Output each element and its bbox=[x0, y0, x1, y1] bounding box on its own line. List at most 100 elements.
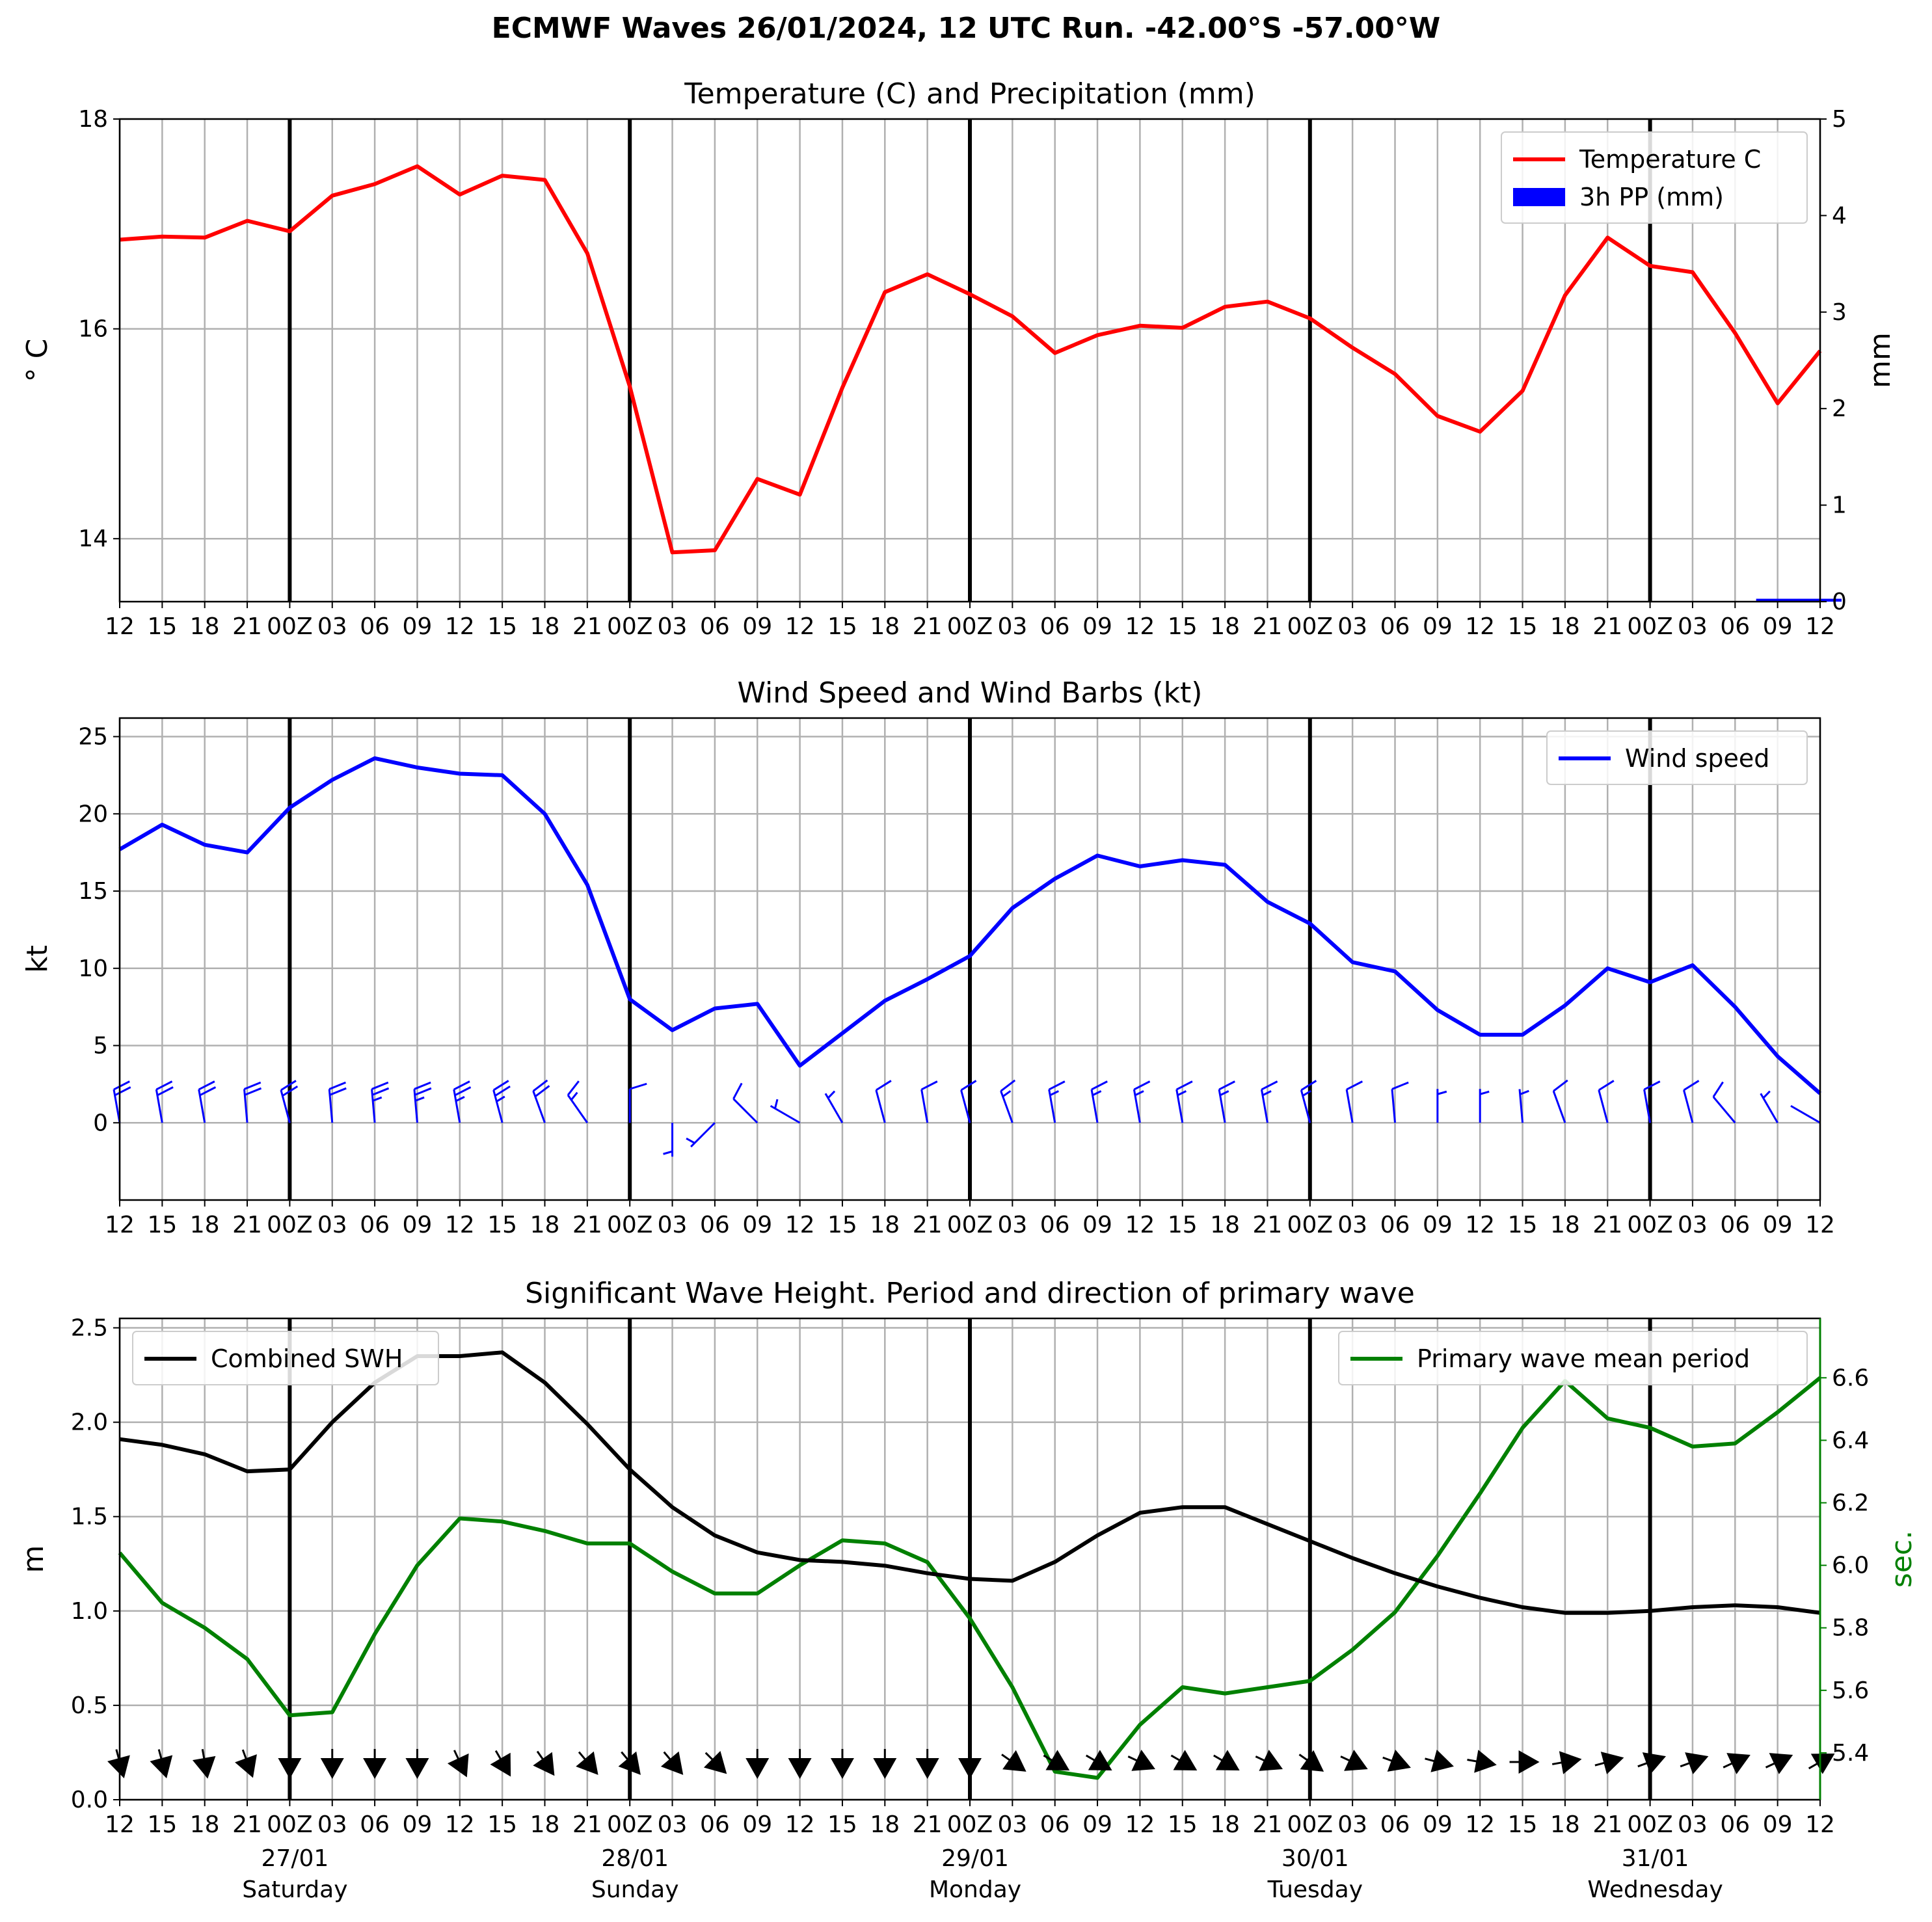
wave-arrow-head bbox=[1685, 1752, 1709, 1774]
x-tick-label: 03 bbox=[1337, 613, 1367, 640]
x-tick-label: 03 bbox=[1678, 1811, 1708, 1838]
y-right-tick-label: 5.4 bbox=[1832, 1740, 1869, 1767]
wave-arrow-head bbox=[490, 1752, 511, 1777]
x-tick-label: 18 bbox=[1550, 1212, 1580, 1238]
wind-barb bbox=[1479, 1089, 1490, 1123]
wind-barb-flag bbox=[920, 1080, 938, 1091]
wave-direction-arrow bbox=[873, 1748, 897, 1779]
x-tick-label: 18 bbox=[530, 1811, 560, 1838]
y-right-axis-label: mm bbox=[1864, 332, 1897, 388]
day-name-label: Wednesday bbox=[1587, 1876, 1723, 1903]
wind-barb bbox=[732, 1082, 758, 1124]
wave-arrow-head bbox=[745, 1757, 770, 1779]
y-tick-label: 2.0 bbox=[71, 1409, 108, 1436]
wind-barb bbox=[155, 1080, 174, 1123]
wave-direction-arrow bbox=[1425, 1750, 1454, 1772]
x-tick-label: 09 bbox=[1763, 613, 1793, 640]
wave-direction-arrow bbox=[1551, 1751, 1582, 1774]
wind-barb-flag bbox=[960, 1080, 977, 1091]
day-name-label: Saturday bbox=[242, 1876, 347, 1903]
day-name-label: Monday bbox=[929, 1876, 1021, 1903]
y-right-tick-label: 0 bbox=[1832, 589, 1847, 615]
wind-barb-flag bbox=[1553, 1079, 1568, 1092]
wave-direction-arrow bbox=[958, 1748, 982, 1779]
wave-direction-arrow bbox=[1213, 1750, 1240, 1770]
x-tick-label: 00Z bbox=[1627, 1811, 1672, 1838]
wind-barb-flag bbox=[1091, 1080, 1108, 1091]
x-tick-label: 15 bbox=[487, 613, 517, 640]
x-tick-label: 15 bbox=[1168, 1212, 1198, 1238]
x-tick-label: 06 bbox=[360, 1811, 390, 1838]
wind-barb-flag bbox=[1391, 1081, 1409, 1090]
x-tick-label: 00Z bbox=[1287, 1811, 1333, 1838]
x-tick-label: 21 bbox=[1253, 1811, 1283, 1838]
wave-arrow-head bbox=[447, 1753, 469, 1778]
wind-barb bbox=[920, 1080, 938, 1123]
wind-barb bbox=[1790, 1104, 1821, 1124]
wind-speed-line bbox=[118, 756, 1821, 1095]
x-tick-label: 06 bbox=[700, 1212, 730, 1238]
wind-barb-flag bbox=[280, 1080, 297, 1091]
x-tick-label: 03 bbox=[658, 1811, 688, 1838]
wind-barb bbox=[1345, 1080, 1363, 1123]
wave-direction-arrow bbox=[788, 1748, 812, 1779]
x-tick-label: 00Z bbox=[607, 1212, 652, 1238]
wave-direction-arrow bbox=[1509, 1750, 1540, 1774]
x-tick-label: 18 bbox=[530, 613, 560, 640]
wave-direction-arrow bbox=[745, 1748, 770, 1779]
day-date-label: 27/01 bbox=[262, 1845, 329, 1872]
x-tick-label: 09 bbox=[742, 1212, 772, 1238]
wave-arrow-head bbox=[107, 1755, 130, 1779]
x-tick-label: 12 bbox=[1125, 1212, 1155, 1238]
wind-barb-flag bbox=[532, 1079, 548, 1092]
wind-barb-flag bbox=[329, 1087, 347, 1096]
wave-arrow-head bbox=[1600, 1752, 1624, 1774]
wind-barb-half bbox=[1437, 1090, 1447, 1095]
wind-barb-flag bbox=[453, 1080, 470, 1091]
wave-direction-arrow bbox=[1170, 1750, 1198, 1770]
x-tick-label: 18 bbox=[1210, 1811, 1240, 1838]
wind-barb bbox=[113, 1080, 131, 1123]
x-tick-label: 06 bbox=[1040, 1212, 1070, 1238]
wind-barb-flag bbox=[113, 1080, 130, 1091]
x-tick-label: 00Z bbox=[1627, 613, 1672, 640]
x-tick-label: 21 bbox=[1592, 1212, 1622, 1238]
y-tick-label: 25 bbox=[78, 724, 108, 751]
wind-barb-staff bbox=[690, 1122, 716, 1148]
wind-barb bbox=[1683, 1080, 1700, 1123]
y-tick-label: 18 bbox=[78, 106, 108, 133]
wind-barb bbox=[1760, 1090, 1778, 1123]
wind-barb-flag bbox=[1133, 1080, 1151, 1091]
day-date-label: 31/01 bbox=[1622, 1845, 1689, 1872]
wind-barb-flag bbox=[629, 1082, 647, 1090]
wind-barb bbox=[960, 1080, 977, 1123]
wind-barb-staff bbox=[1790, 1104, 1821, 1124]
wind-barb-half bbox=[1177, 1090, 1187, 1097]
x-tick-label: 09 bbox=[1423, 613, 1453, 640]
x-tick-label: 12 bbox=[105, 613, 135, 640]
wave-direction-arrow bbox=[703, 1750, 727, 1774]
x-tick-label: 21 bbox=[232, 1212, 262, 1238]
wind-barb-flag bbox=[371, 1087, 390, 1096]
wind-barb-flag bbox=[155, 1080, 173, 1091]
y-right-tick-label: 1 bbox=[1832, 492, 1847, 519]
wind-barb-staff bbox=[1712, 1096, 1736, 1124]
x-tick-label: 12 bbox=[105, 1811, 135, 1838]
x-tick-label: 21 bbox=[913, 1811, 943, 1838]
wave-arrow-head bbox=[1518, 1750, 1540, 1774]
y-right-tick-label: 6.0 bbox=[1832, 1553, 1869, 1579]
wind-barb bbox=[1175, 1080, 1193, 1123]
wind-barb-half bbox=[455, 1096, 465, 1102]
wind-barb bbox=[328, 1081, 347, 1123]
wind-barb-staff bbox=[960, 1089, 971, 1123]
legend-box bbox=[1546, 730, 1808, 785]
wind-barb-staff bbox=[1552, 1090, 1566, 1123]
wind-barb-half bbox=[686, 1137, 695, 1144]
wind-barb-staff bbox=[1643, 1089, 1652, 1123]
wind-barb-half bbox=[1002, 1090, 1012, 1098]
wave-direction-arrow bbox=[1255, 1750, 1283, 1771]
wind-barb bbox=[492, 1080, 511, 1123]
x-tick-label: 15 bbox=[147, 613, 177, 640]
x-tick-label: 18 bbox=[1550, 613, 1580, 640]
wave-direction-arrow bbox=[1808, 1753, 1835, 1774]
